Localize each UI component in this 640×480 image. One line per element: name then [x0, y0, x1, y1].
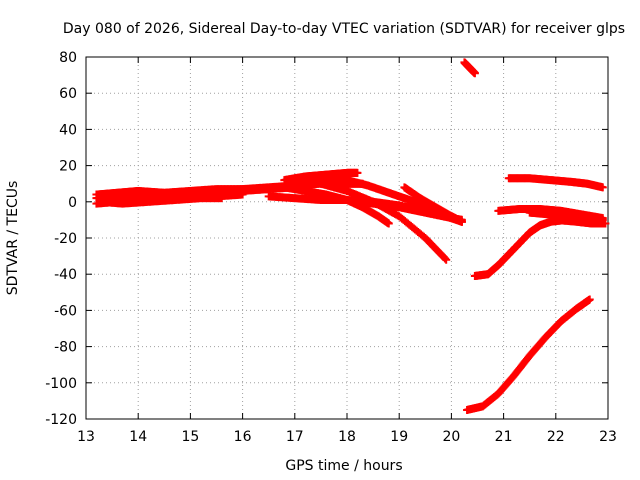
y-tick-label: -40 [54, 267, 77, 283]
x-tick-label: 14 [129, 429, 147, 445]
series-arc-13 [460, 58, 479, 78]
y-tick-label: -80 [54, 340, 77, 356]
data-point [384, 219, 393, 228]
x-tick-label: 13 [77, 429, 95, 445]
data-point [598, 183, 607, 192]
data-point [470, 69, 479, 78]
x-tick-label: 22 [547, 429, 565, 445]
data-points [92, 58, 610, 414]
x-tick-label: 17 [286, 429, 304, 445]
data-point [442, 255, 451, 264]
series-arc-17 [504, 174, 607, 192]
x-axis-ticks: 13 14 15 16 17 18 19 20 21 22 23 [77, 57, 617, 445]
x-tick-label: 15 [181, 429, 199, 445]
x-tick-label: 23 [599, 429, 617, 445]
data-point [585, 295, 594, 304]
series-arc-12 [400, 183, 466, 226]
series-arc-19 [551, 215, 610, 228]
x-tick-label: 19 [390, 429, 408, 445]
y-tick-label: 60 [59, 86, 77, 102]
x-tick-label: 18 [338, 429, 356, 445]
y-axis-title: SDTVAR / TECUs [5, 181, 21, 296]
grid-lines [86, 57, 608, 419]
series-arc-14 [463, 295, 594, 414]
chart-title: Day 080 of 2026, Sidereal Day-to-day VTE… [63, 21, 625, 37]
data-point [441, 254, 450, 263]
data-point [457, 217, 466, 226]
y-axis-ticks: 80 60 40 20 0 -20 -40 -60 -80 -100 -120 [45, 50, 608, 428]
data-point [601, 219, 610, 228]
series-arc-11 [280, 168, 362, 185]
y-tick-label: -60 [54, 303, 77, 319]
x-tick-label: 16 [234, 429, 252, 445]
y-tick-label: 40 [59, 122, 77, 138]
data-point [353, 168, 362, 177]
y-tick-label: 0 [68, 195, 77, 211]
y-tick-label: -100 [45, 376, 77, 392]
y-tick-label: 20 [59, 159, 77, 175]
y-tick-label: -20 [54, 231, 77, 247]
series-arc-10 [316, 190, 466, 224]
y-tick-label: -120 [45, 412, 77, 428]
data-point [217, 194, 226, 203]
x-axis-title: GPS time / hours [285, 458, 402, 474]
x-tick-label: 21 [495, 429, 513, 445]
x-tick-label: 20 [442, 429, 460, 445]
y-tick-label: 80 [59, 50, 77, 66]
